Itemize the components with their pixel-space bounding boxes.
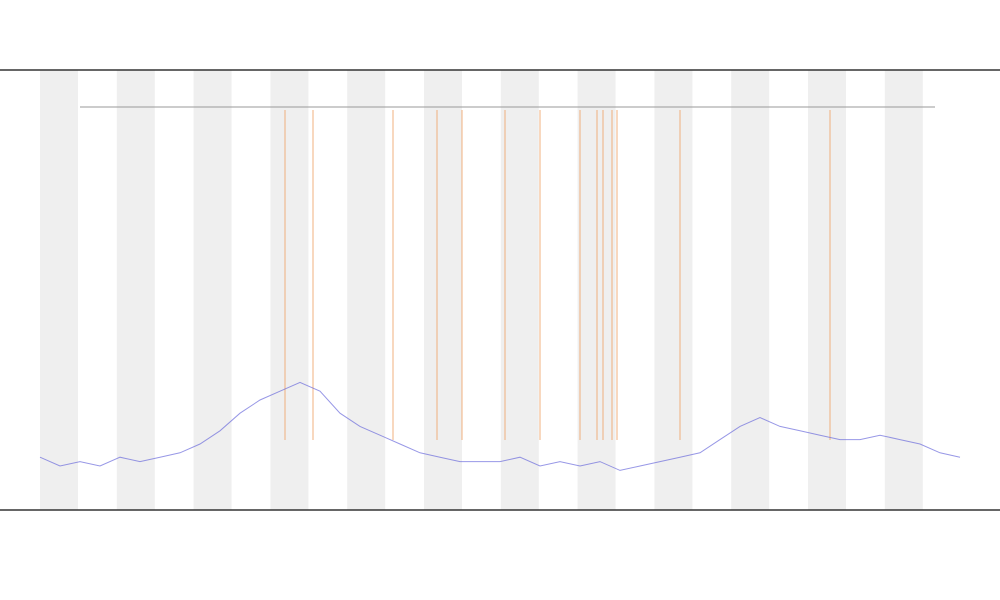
band [116, 70, 155, 510]
band [654, 70, 693, 510]
band [193, 70, 232, 510]
band [270, 70, 309, 510]
band [347, 70, 386, 510]
band [884, 70, 923, 510]
band [424, 70, 462, 510]
series-line [39, 381, 961, 471]
band [500, 70, 539, 510]
band [40, 70, 78, 510]
band [808, 70, 846, 510]
band [731, 70, 770, 510]
